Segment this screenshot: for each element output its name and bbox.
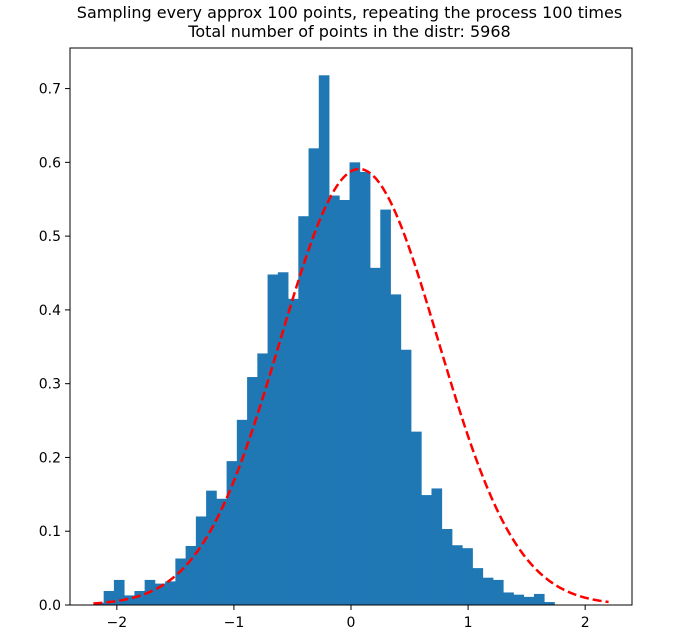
histogram-bar xyxy=(441,529,453,605)
histogram-bar xyxy=(421,495,432,605)
histogram-bar xyxy=(431,488,443,605)
y-tick-label: 0.3 xyxy=(39,377,61,393)
histogram-bar xyxy=(544,602,555,605)
histogram-bar xyxy=(349,162,361,605)
histogram-bar xyxy=(195,516,207,605)
histogram-bar xyxy=(165,581,176,605)
chart-title-line-2: Total number of points in the distr: 596… xyxy=(187,22,510,41)
histogram-bar xyxy=(390,294,402,605)
histogram-bar xyxy=(308,148,320,605)
y-tick-label: 0.6 xyxy=(39,155,61,171)
y-tick-label: 0.7 xyxy=(39,82,61,98)
histogram-bar xyxy=(329,195,340,606)
histogram-bar xyxy=(124,595,135,605)
chart-title-line-1: Sampling every approx 100 points, repeat… xyxy=(77,3,622,22)
histogram-bar xyxy=(113,579,125,605)
histogram-bar xyxy=(411,431,422,605)
histogram-bar xyxy=(185,545,197,605)
x-tick-label: 1 xyxy=(464,615,473,631)
histogram-bars xyxy=(93,75,555,606)
histogram-bar xyxy=(247,377,258,605)
histogram-bar xyxy=(175,558,187,605)
y-tick-label: 0.4 xyxy=(39,303,61,319)
histogram-bar xyxy=(277,272,289,605)
y-tick-label: 0.1 xyxy=(39,524,61,540)
fitted-normal-curve xyxy=(93,167,609,605)
x-tick-label: 2 xyxy=(581,615,590,631)
histogram-bar xyxy=(503,592,514,605)
histogram-bar xyxy=(451,545,463,605)
histogram-bar xyxy=(257,353,268,605)
histogram-bar xyxy=(206,490,217,605)
histogram-bar xyxy=(226,461,238,605)
histogram-bar xyxy=(154,583,166,605)
histogram-bar xyxy=(492,579,504,605)
x-tick-label: −2 xyxy=(107,615,128,631)
histogram-bar xyxy=(298,216,309,605)
histogram-bar xyxy=(339,199,350,606)
histogram-bar xyxy=(380,209,391,605)
histogram-bar xyxy=(513,594,525,605)
axes: −2 −1 0 1 2 0.0 0.1 0.2 0.3 0.4 0.5 0.6 0.7 xyxy=(39,47,633,631)
x-tick-label: −1 xyxy=(224,615,245,631)
histogram-bar xyxy=(134,590,146,605)
histogram-bar xyxy=(533,593,545,605)
histogram-bar xyxy=(318,75,330,606)
histogram-bar xyxy=(400,349,412,605)
y-tick-label: 0.0 xyxy=(39,598,61,614)
histogram-bar xyxy=(216,498,227,605)
y-tick-label: 0.2 xyxy=(39,450,61,466)
histogram-bar xyxy=(370,267,381,605)
histogram-bar xyxy=(462,548,473,605)
histogram-bar xyxy=(359,171,371,605)
histogram-bar xyxy=(482,577,494,605)
histogram-bar xyxy=(472,568,484,605)
x-tick-label: 0 xyxy=(347,615,356,631)
y-tick-label: 0.5 xyxy=(39,229,61,245)
histogram-bar xyxy=(103,590,115,605)
histogram-bar xyxy=(523,596,535,605)
histogram-bar xyxy=(236,419,248,605)
histogram-bar xyxy=(267,274,279,605)
fitted-normal-curve-layer xyxy=(93,167,609,605)
histogram-bar xyxy=(288,298,299,605)
